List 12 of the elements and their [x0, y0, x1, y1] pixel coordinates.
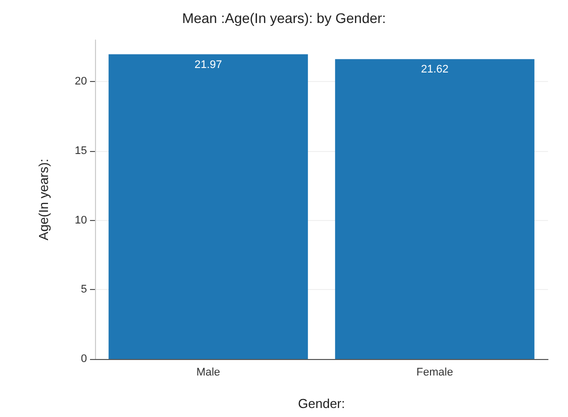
y-axis-title: Age(In years):	[36, 158, 51, 240]
y-tick-label: 15	[74, 144, 87, 157]
data-label: 21.97	[194, 58, 222, 71]
x-axis-title: Gender:	[298, 396, 345, 411]
y-tick-label: 20	[74, 76, 87, 88]
y-tick-label: 5	[80, 284, 87, 296]
x-tick-label: Female	[416, 366, 454, 378]
y-tick-label: 0	[80, 353, 87, 365]
data-label: 21.62	[420, 64, 449, 76]
chart-title: Mean :Age(In years): by Gender:	[182, 10, 386, 26]
x-tick-label: Male	[196, 366, 220, 378]
y-tick-label: 10	[74, 214, 87, 226]
